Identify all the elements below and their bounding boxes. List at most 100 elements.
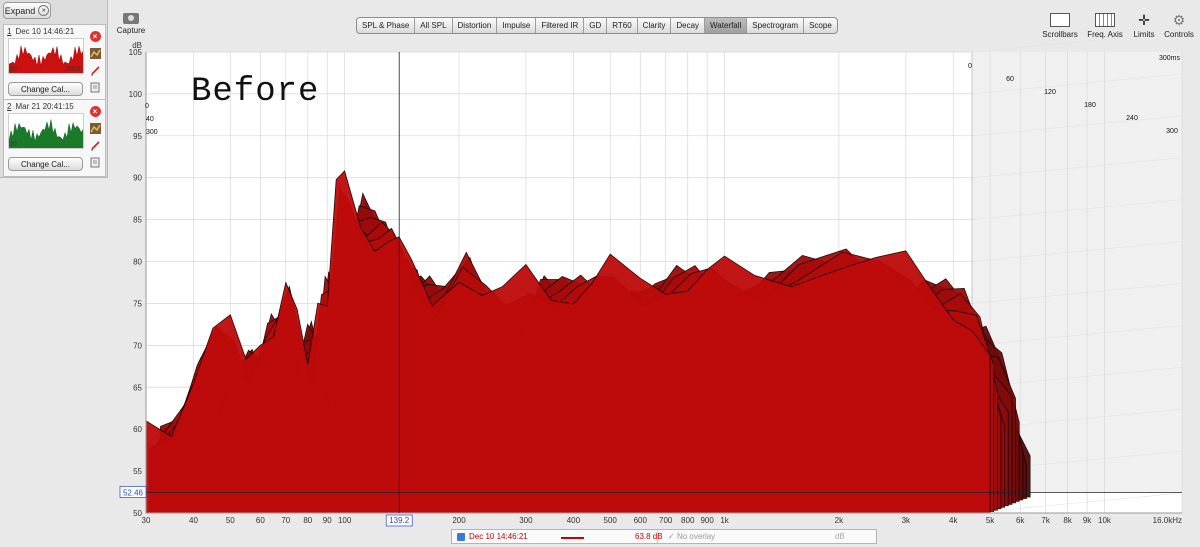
x-tick-label: 800 xyxy=(681,516,695,525)
capture-button[interactable]: Capture xyxy=(115,13,147,35)
legend-name: Dec 10 14:46:21 xyxy=(469,532,528,541)
cursor-frequency-label: 139.2 xyxy=(389,516,410,525)
notes-icon[interactable] xyxy=(90,157,101,168)
thumbnail-scale-high: 20000 xyxy=(65,67,82,73)
limits-icon: ✛ xyxy=(1138,12,1150,28)
controls-label: Controls xyxy=(1164,30,1194,39)
gridline-depth xyxy=(971,73,1183,95)
capture-label: Capture xyxy=(116,26,146,35)
x-tick-label: 400 xyxy=(567,516,581,525)
tab-filtered-ir[interactable]: Filtered IR xyxy=(536,18,585,33)
measurement-title: 2 Mar 21 20:41:15 xyxy=(7,102,74,111)
close-icon[interactable]: × xyxy=(89,106,101,117)
cursor-level-label: 52.46 xyxy=(123,488,144,497)
x-tick-label: 40 xyxy=(189,516,198,525)
measurement-card[interactable]: 2 Mar 21 20:41:15 20 Change Cal... × xyxy=(3,99,106,177)
x-tick-label: 2k xyxy=(835,516,844,525)
tab-rt60[interactable]: RT60 xyxy=(607,18,638,33)
freq-axis-icon xyxy=(1095,13,1115,27)
x-tick-label: 1k xyxy=(720,516,729,525)
x-tick-label: 8k xyxy=(1063,516,1072,525)
pen-icon[interactable] xyxy=(90,65,101,76)
x-tick-label: 90 xyxy=(323,516,332,525)
scrollbars-label: Scrollbars xyxy=(1042,30,1078,39)
legend-swatch xyxy=(561,537,584,539)
scrollbars-icon xyxy=(1050,13,1070,27)
change-cal-button[interactable]: Change Cal... xyxy=(8,157,83,171)
limits-label: Limits xyxy=(1133,30,1155,39)
y-tick-label: 55 xyxy=(133,467,142,476)
time-tick-label: 240 xyxy=(1126,115,1138,122)
gridline-depth xyxy=(971,115,1183,137)
tab-impulse[interactable]: Impulse xyxy=(497,18,537,33)
x-tick-label: 600 xyxy=(634,516,648,525)
tab-clarity[interactable]: Clarity xyxy=(638,18,672,33)
waterfall-slices xyxy=(145,170,1031,514)
x-tick-label: 4k xyxy=(949,516,958,525)
y-tick-label: 80 xyxy=(133,258,142,267)
camera-icon xyxy=(123,13,139,24)
y-tick-label: 100 xyxy=(129,90,143,99)
change-cal-button[interactable]: Change Cal... xyxy=(8,82,83,96)
y-tick-label: 75 xyxy=(133,299,142,308)
chart-color-icon[interactable] xyxy=(89,123,101,134)
y-tick-label: 65 xyxy=(133,383,142,392)
gridline-depth xyxy=(971,325,1183,346)
tab-all-spl[interactable]: All SPL xyxy=(415,18,453,33)
chart-color-icon[interactable] xyxy=(89,48,101,59)
y-tick-label: 105 xyxy=(129,48,143,57)
x-tick-label: 30 xyxy=(142,516,151,525)
gridline-depth xyxy=(971,283,1183,304)
x-tick-label: 60 xyxy=(256,516,265,525)
x-tick-label: 6k xyxy=(1016,516,1025,525)
x-tick-label: 80 xyxy=(303,516,312,525)
freq-axis-button[interactable]: Freq. Axis xyxy=(1086,13,1124,39)
legend-level: 63.8 dB xyxy=(635,532,663,541)
before-annotation: Before xyxy=(191,73,320,111)
gridline-depth xyxy=(971,157,1183,179)
measurement-thumbnail: 20 xyxy=(8,113,84,149)
x-tick-label: 700 xyxy=(659,516,673,525)
x-tick-label: 10k xyxy=(1098,516,1112,525)
double-chevron-icon: » xyxy=(38,5,50,16)
x-tick-label: 300 xyxy=(519,516,533,525)
y-axis-label: dB xyxy=(132,41,142,50)
waterfall-slice xyxy=(145,170,991,514)
close-icon[interactable]: × xyxy=(89,31,101,42)
scrollbars-button[interactable]: Scrollbars xyxy=(1042,13,1078,39)
x-tick-label: 500 xyxy=(604,516,618,525)
x-tick-label: 7k xyxy=(1041,516,1050,525)
gridline-depth xyxy=(971,31,1183,53)
measurement-checkbox[interactable] xyxy=(457,533,465,541)
limits-button[interactable]: ✛ Limits xyxy=(1130,13,1158,39)
pen-icon[interactable] xyxy=(90,140,101,151)
tab-spl-phase[interactable]: SPL & Phase xyxy=(357,18,416,33)
x-tick-label: 50 xyxy=(226,516,235,525)
time-tick-label: 300 xyxy=(146,129,158,136)
measurement-thumbnail: 20 20000 xyxy=(8,38,84,74)
tab-waterfall[interactable]: Waterfall xyxy=(705,18,748,33)
time-unit-label: 300ms xyxy=(1159,55,1181,62)
y-tick-label: 60 xyxy=(133,425,142,434)
expand-button[interactable]: Expand » xyxy=(3,2,51,19)
tab-distortion[interactable]: Distortion xyxy=(453,18,498,33)
y-tick-label: 85 xyxy=(133,216,142,225)
x-tick-label: 900 xyxy=(700,516,714,525)
notes-icon[interactable] xyxy=(90,82,101,93)
tab-spectrogram[interactable]: Spectrogram xyxy=(747,18,805,33)
time-tick-label: 180 xyxy=(1084,102,1096,109)
tab-gd[interactable]: GD xyxy=(584,18,608,33)
tab-decay[interactable]: Decay xyxy=(671,18,706,33)
thumbnail-scale-low: 20 xyxy=(10,142,17,148)
tab-scope[interactable]: Scope xyxy=(809,21,832,30)
measurement-card[interactable]: 1 Dec 10 14:46:21 20 20000 Change Cal... … xyxy=(3,24,106,102)
overlay-level: dB xyxy=(835,532,845,541)
x-tick-label: 9k xyxy=(1083,516,1092,525)
overlay-label[interactable]: ✓ No overlay xyxy=(668,532,716,541)
cursor-frequency-box xyxy=(385,514,413,527)
x-tick-label: 5k xyxy=(986,516,995,525)
overlay-legend: Dec 10 14:46:21 63.8 dB ✓ No overlay dB xyxy=(451,529,877,544)
x-tick-label: 16.0kHz xyxy=(1153,516,1182,525)
controls-button[interactable]: ⚙ Controls xyxy=(1162,13,1196,39)
